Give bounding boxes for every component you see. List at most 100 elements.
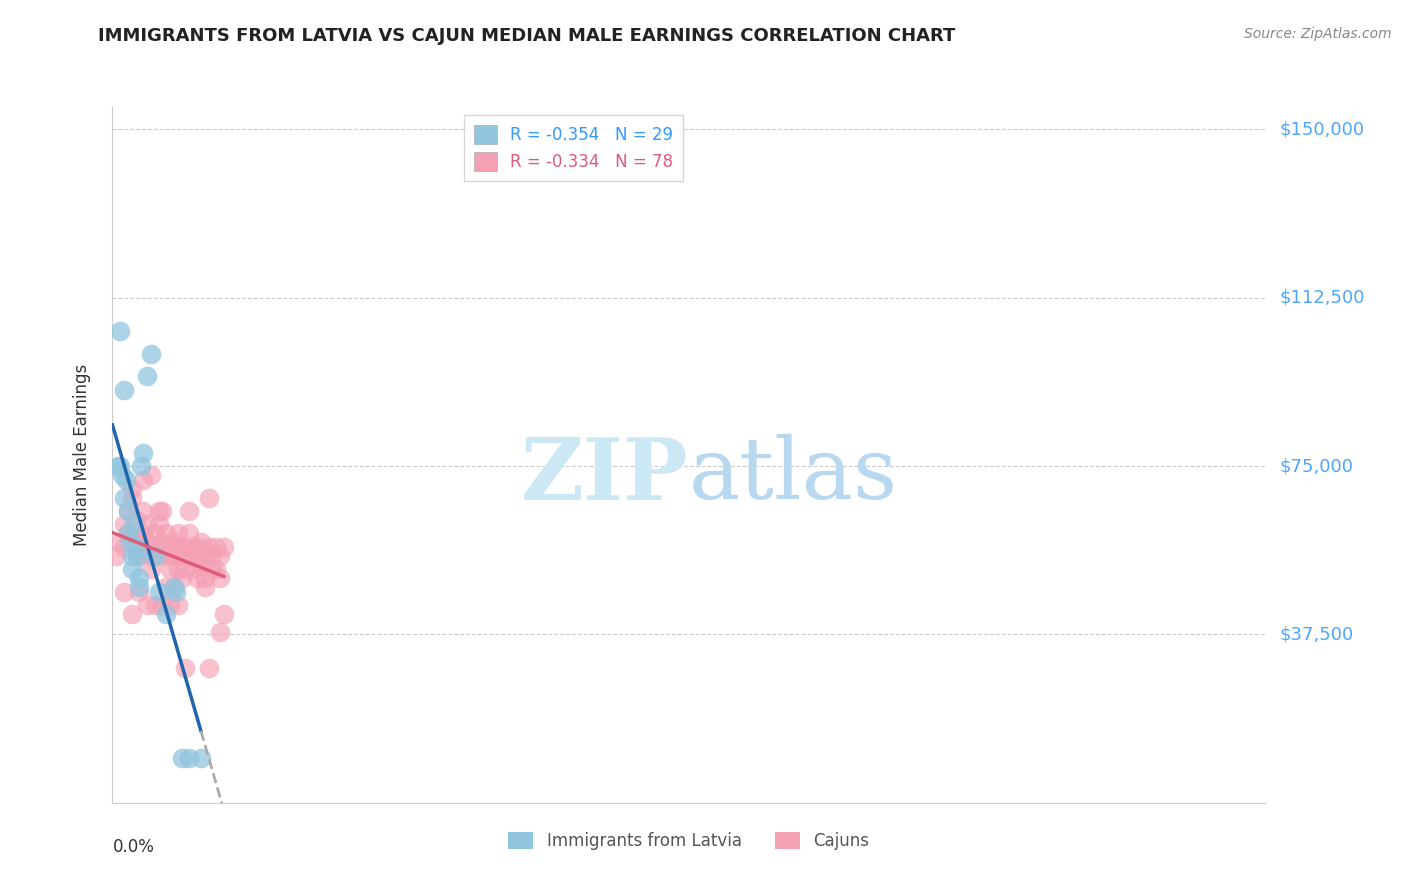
Point — [159, 549, 181, 563]
Point — [128, 571, 150, 585]
Point — [179, 751, 201, 765]
Point — [111, 468, 134, 483]
Point — [163, 540, 186, 554]
Point — [117, 504, 139, 518]
Point — [205, 540, 228, 554]
Point — [152, 535, 174, 549]
Point — [152, 549, 174, 563]
Point — [190, 558, 212, 572]
Point — [194, 549, 217, 563]
Text: $150,000: $150,000 — [1279, 120, 1364, 138]
Point — [155, 526, 177, 541]
Point — [132, 526, 155, 541]
Point — [112, 383, 135, 397]
Point — [143, 599, 166, 613]
Text: $37,500: $37,500 — [1279, 625, 1354, 643]
Point — [108, 535, 131, 549]
Point — [112, 517, 135, 532]
Point — [152, 504, 174, 518]
Point — [128, 584, 150, 599]
Point — [107, 459, 129, 474]
Point — [166, 599, 188, 613]
Point — [170, 751, 193, 765]
Point — [186, 549, 208, 563]
Point — [121, 482, 143, 496]
Point — [159, 562, 181, 576]
Point — [122, 517, 145, 532]
Point — [186, 571, 208, 585]
Point — [170, 571, 193, 585]
Point — [121, 607, 143, 622]
Legend: Immigrants from Latvia, Cajuns: Immigrants from Latvia, Cajuns — [502, 826, 876, 857]
Point — [115, 473, 138, 487]
Point — [139, 468, 162, 483]
Point — [174, 540, 197, 554]
Point — [165, 584, 187, 599]
Point — [181, 562, 204, 576]
Point — [209, 571, 232, 585]
Point — [136, 599, 159, 613]
Point — [148, 504, 170, 518]
Point — [117, 526, 139, 541]
Point — [121, 549, 143, 563]
Point — [186, 540, 208, 554]
Point — [179, 549, 201, 563]
Point — [194, 571, 217, 585]
Point — [209, 625, 232, 640]
Point — [132, 473, 155, 487]
Point — [136, 535, 159, 549]
Point — [128, 535, 150, 549]
Point — [128, 549, 150, 563]
Y-axis label: Median Male Earnings: Median Male Earnings — [73, 364, 91, 546]
Point — [159, 599, 181, 613]
Point — [117, 504, 139, 518]
Point — [194, 580, 217, 594]
Point — [124, 513, 146, 527]
Point — [155, 607, 177, 622]
Point — [201, 562, 224, 576]
Point — [117, 526, 139, 541]
Point — [155, 580, 177, 594]
Point — [139, 549, 162, 563]
Point — [129, 459, 153, 474]
Text: IMMIGRANTS FROM LATVIA VS CAJUN MEDIAN MALE EARNINGS CORRELATION CHART: IMMIGRANTS FROM LATVIA VS CAJUN MEDIAN M… — [98, 27, 956, 45]
Point — [143, 549, 166, 563]
Point — [190, 535, 212, 549]
Point — [163, 549, 186, 563]
Point — [105, 549, 128, 563]
Point — [181, 540, 204, 554]
Point — [179, 504, 201, 518]
Point — [174, 661, 197, 675]
Point — [127, 549, 149, 563]
Point — [112, 491, 135, 505]
Text: $112,500: $112,500 — [1279, 289, 1365, 307]
Point — [174, 562, 197, 576]
Point — [163, 580, 186, 594]
Point — [152, 599, 174, 613]
Point — [197, 661, 219, 675]
Point — [136, 369, 159, 384]
Point — [124, 526, 146, 541]
Point — [121, 491, 143, 505]
Point — [190, 751, 212, 765]
Point — [121, 562, 143, 576]
Point — [139, 562, 162, 576]
Point — [143, 540, 166, 554]
Point — [163, 535, 186, 549]
Point — [170, 540, 193, 554]
Point — [112, 584, 135, 599]
Point — [148, 517, 170, 532]
Point — [170, 549, 193, 563]
Point — [148, 584, 170, 599]
Point — [128, 580, 150, 594]
Point — [118, 535, 141, 549]
Point — [166, 526, 188, 541]
Text: 0.0%: 0.0% — [112, 838, 155, 855]
Text: $75,000: $75,000 — [1279, 457, 1354, 475]
Point — [136, 517, 159, 532]
Point — [143, 526, 166, 541]
Point — [132, 445, 155, 459]
Point — [212, 607, 235, 622]
Point — [197, 491, 219, 505]
Point — [124, 540, 146, 554]
